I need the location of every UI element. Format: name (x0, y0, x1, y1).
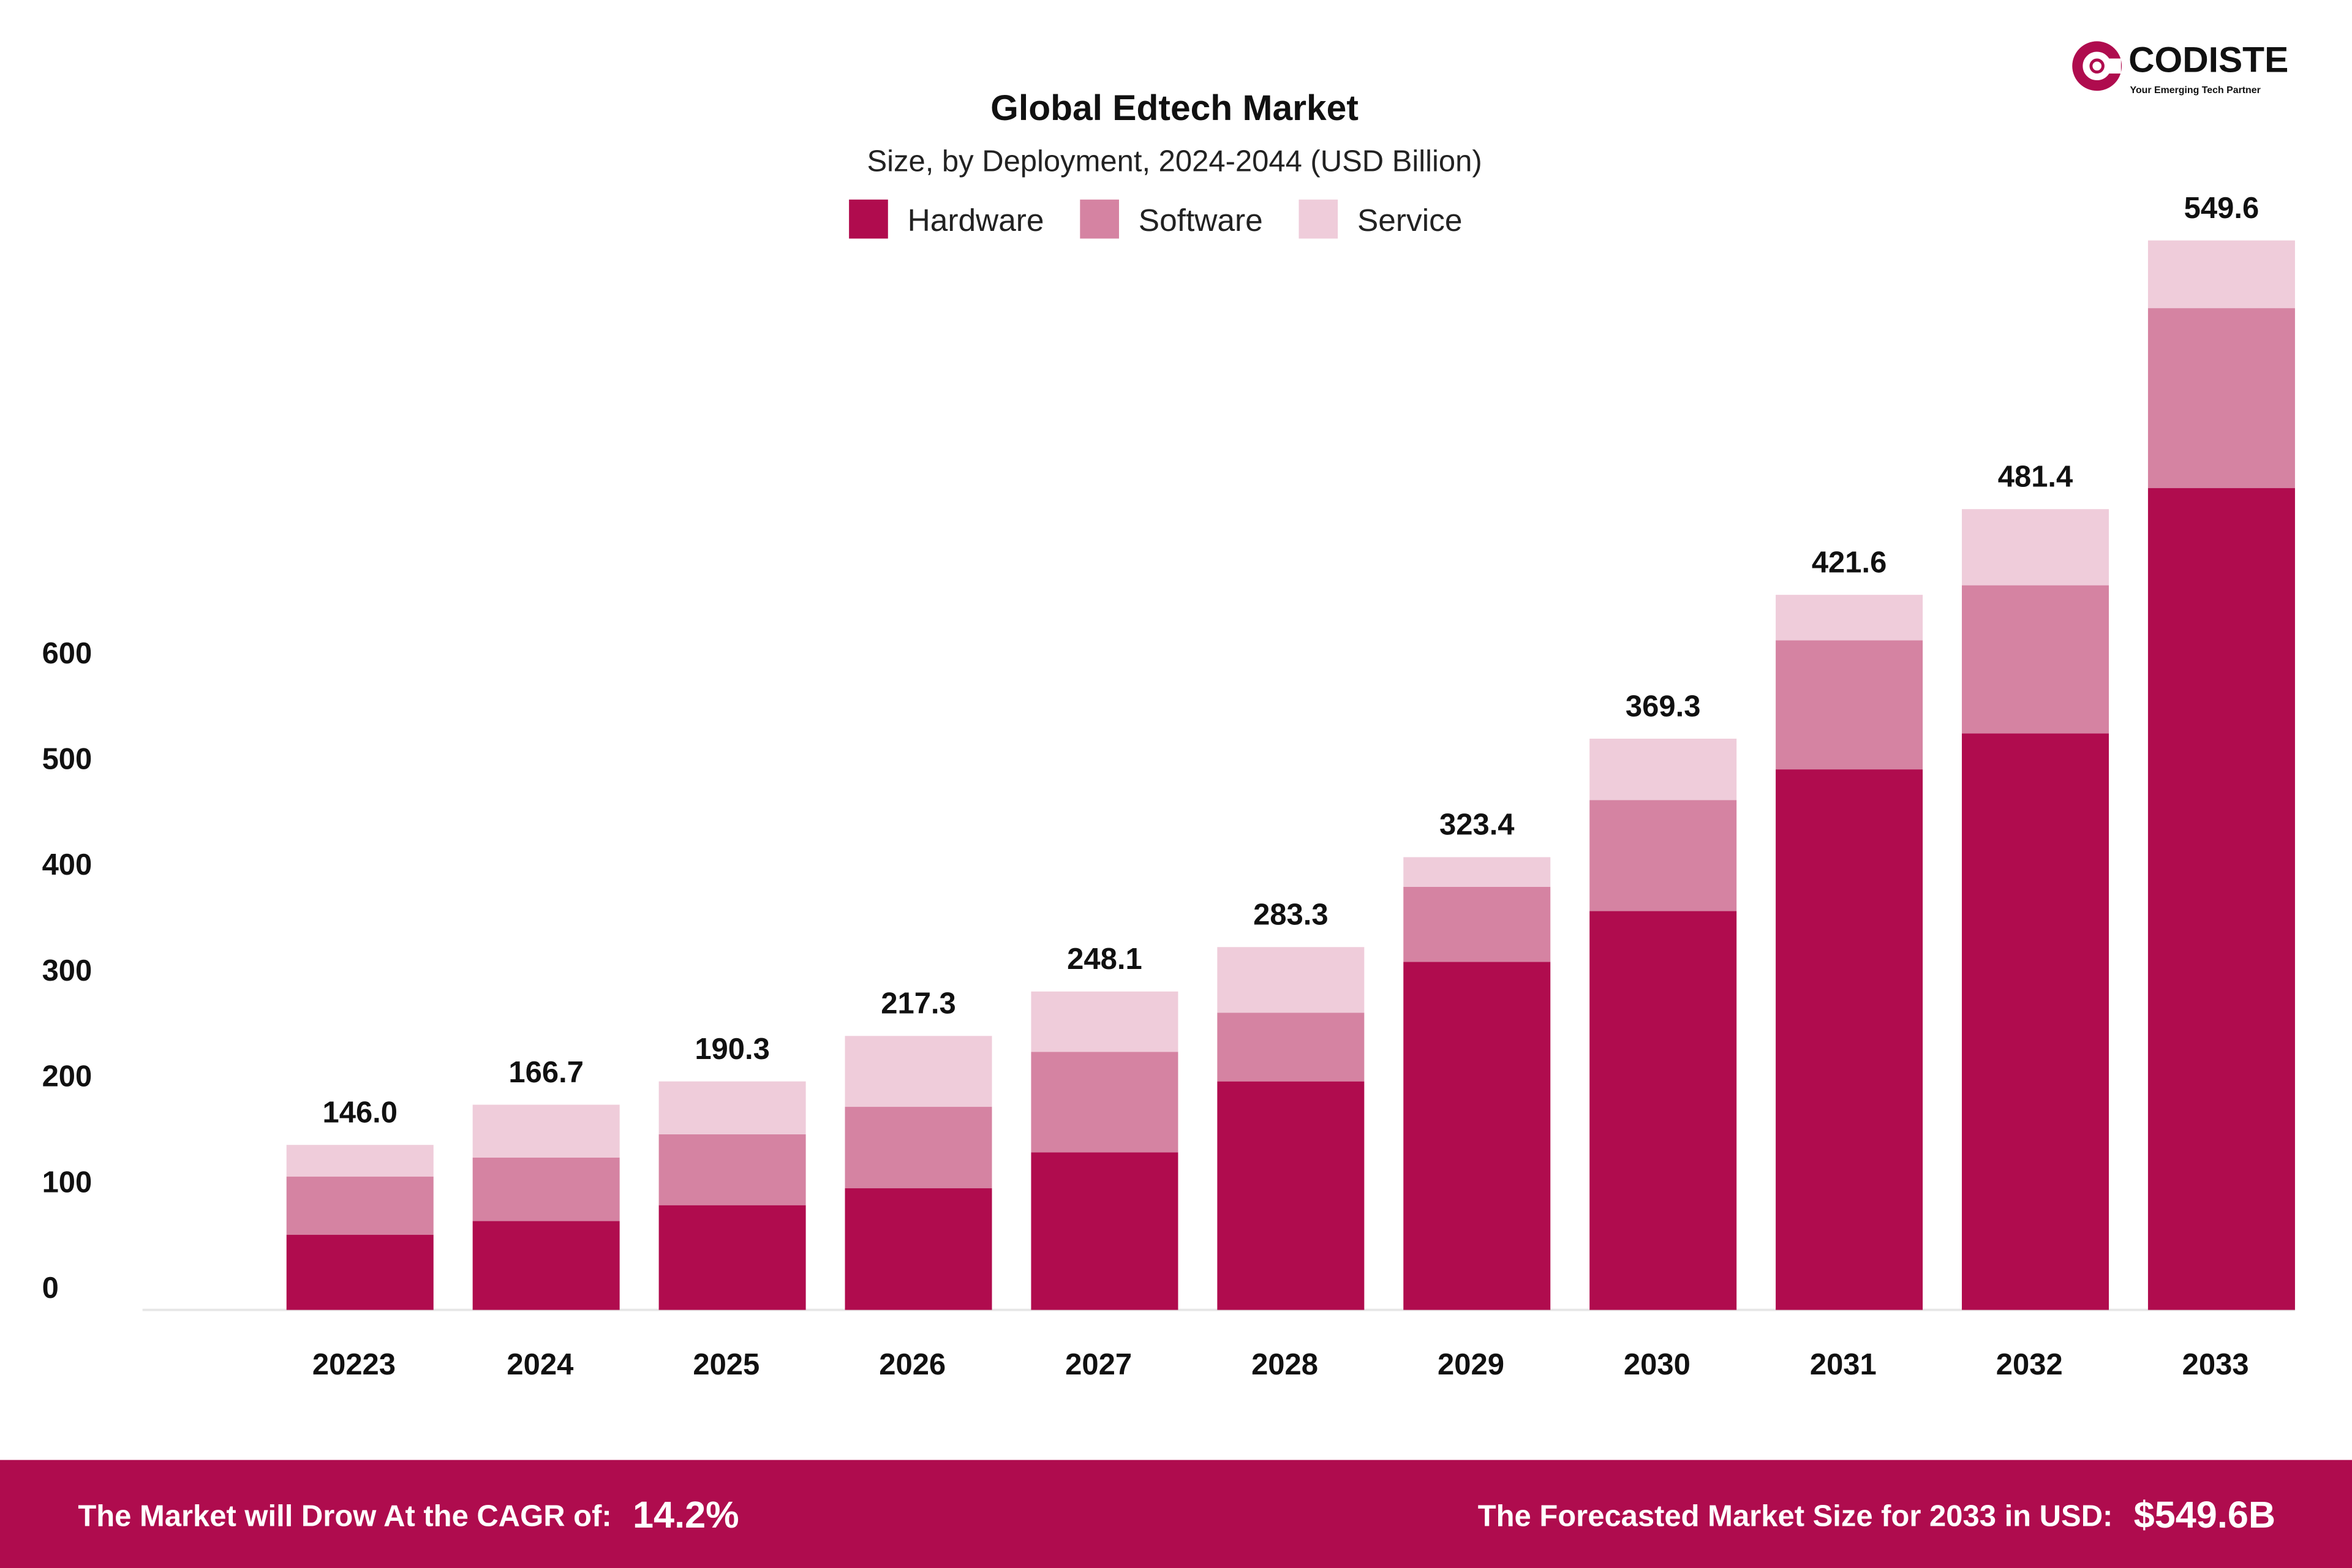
x-tick-label-2032: 2032 (1996, 1348, 2063, 1381)
y-axis: 0 100 200 300 400 500 600 (42, 637, 92, 1305)
total-label-2032: 481.4 (1998, 460, 2073, 493)
bar-hardware-2026 (845, 1188, 992, 1310)
bar-software-20223 (286, 1177, 434, 1235)
bar-service-2026 (845, 1036, 992, 1107)
x-tick-label-2026: 2026 (879, 1348, 946, 1381)
total-label-2025: 190.3 (695, 1033, 770, 1066)
bar-software-2027 (1031, 1052, 1178, 1153)
logo-c-gap (2106, 58, 2121, 74)
y-tick-label: 0 (42, 1272, 59, 1305)
forecast-label: The Forecasted Market Size for 2033 in U… (1478, 1499, 2113, 1532)
x-tick-label-2028: 2028 (1251, 1348, 1318, 1381)
bar-hardware-2027 (1031, 1152, 1178, 1310)
bar-service-20223 (286, 1145, 434, 1177)
x-tick-label-2029: 2029 (1438, 1348, 1504, 1381)
bar-service-2033 (2147, 240, 2295, 309)
bar-hardware-2028 (1217, 1081, 1365, 1310)
y-tick-label: 600 (42, 637, 92, 670)
y-tick-label: 400 (42, 848, 92, 881)
legend-label-hardware: Hardware (908, 202, 1044, 238)
bar-software-2028 (1217, 1012, 1365, 1082)
logo-inner-ring-icon (2089, 58, 2105, 74)
legend-swatch-hardware (849, 199, 888, 239)
bar-service-2032 (1962, 509, 2109, 586)
total-label-20223: 146.0 (322, 1096, 398, 1129)
bar-hardware-2024 (472, 1221, 620, 1310)
bar-hardware-2025 (658, 1205, 806, 1310)
total-label-2030: 369.3 (1626, 690, 1701, 723)
y-tick-label: 500 (42, 742, 92, 775)
legend-label-service: Service (1357, 202, 1462, 238)
codiste-logo: CODISTE Your Emerging Tech Partner (2072, 40, 2288, 96)
bar-service-2027 (1031, 991, 1178, 1052)
bar-software-2026 (845, 1107, 992, 1189)
x-tick-label-2025: 2025 (693, 1348, 760, 1381)
bar-service-2028 (1217, 947, 1365, 1013)
total-label-2028: 283.3 (1253, 898, 1329, 931)
legend-swatch-service (1298, 199, 1338, 239)
bar-software-2024 (472, 1157, 620, 1221)
legend: Hardware Software Service (849, 199, 1462, 239)
bar-hardware-2030 (1589, 911, 1737, 1310)
legend-label-software: Software (1139, 202, 1263, 238)
bar-service-2025 (658, 1081, 806, 1134)
y-tick-label: 100 (42, 1166, 92, 1199)
bar-software-2033 (2147, 308, 2295, 488)
forecast-value: $549.6B (2134, 1494, 2275, 1536)
bar-software-2025 (658, 1134, 806, 1205)
x-tick-label-2030: 2030 (1624, 1348, 1691, 1381)
x-tick-label-2024: 2024 (507, 1348, 573, 1381)
bar-service-2031 (1776, 595, 1923, 641)
footer-background (0, 1460, 2352, 1568)
x-tick-label-2031: 2031 (1810, 1348, 1877, 1381)
cagr-label: The Market will Drow At the CAGR of: (78, 1499, 611, 1532)
total-label-2027: 248.1 (1067, 943, 1142, 976)
y-tick-label: 300 (42, 954, 92, 987)
bar-service-2030 (1589, 739, 1737, 801)
total-label-2026: 217.3 (881, 987, 956, 1020)
footer-banner: The Market will Drow At the CAGR of: 14.… (0, 1460, 2352, 1568)
bar-hardware-20223 (286, 1235, 434, 1310)
bar-service-2024 (472, 1104, 620, 1158)
bar-hardware-2031 (1776, 769, 1923, 1310)
total-label-2024: 166.7 (508, 1056, 584, 1089)
cagr-value: 14.2% (633, 1494, 739, 1536)
x-tick-label-20223: 20223 (312, 1348, 396, 1381)
logo-tagline: Your Emerging Tech Partner (2130, 85, 2261, 96)
bar-software-2032 (1962, 585, 2109, 734)
bar-software-2029 (1403, 886, 1551, 962)
bar-software-2031 (1776, 640, 1923, 770)
total-label-2033: 549.6 (2184, 192, 2260, 225)
bar-software-2030 (1589, 800, 1737, 911)
total-label-2031: 421.6 (1812, 546, 1887, 579)
chart-subtitle: Size, by Deployment, 2024-2044 (USD Bill… (867, 145, 1482, 178)
bars: 146.0 20223 166.7 2024 190.3 2025 217.3 2026 248… (286, 192, 2295, 1381)
y-tick-label: 200 (42, 1060, 92, 1093)
chart-title: Global Edtech Market (990, 88, 1359, 128)
bar-hardware-2033 (2147, 488, 2295, 1310)
bar-hardware-2032 (1962, 733, 2109, 1310)
legend-swatch-software (1080, 199, 1119, 239)
bar-hardware-2029 (1403, 962, 1551, 1310)
x-tick-label-2027: 2027 (1065, 1348, 1132, 1381)
total-label-2029: 323.4 (1439, 809, 1515, 842)
logo-name: CODISTE (2128, 40, 2288, 80)
bar-service-2029 (1403, 857, 1551, 887)
x-tick-label-2033: 2033 (2182, 1348, 2249, 1381)
